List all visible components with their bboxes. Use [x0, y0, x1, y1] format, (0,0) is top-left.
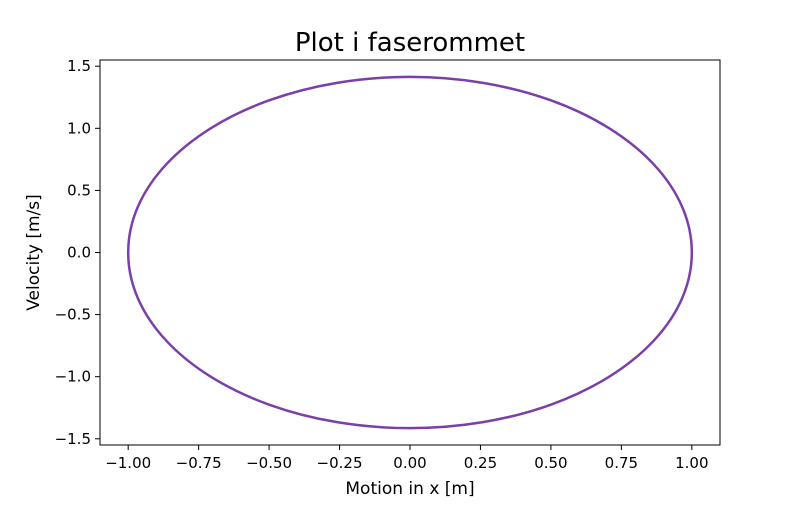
x-tick-label: −0.25	[317, 454, 363, 472]
y-tick-label: 0.0	[67, 244, 91, 262]
y-tick-label: 1.0	[67, 119, 91, 137]
x-tick-label: 0.00	[393, 454, 426, 472]
series-layer	[126, 75, 694, 430]
chart-title: Plot i faserommet	[295, 28, 525, 58]
y-axis-ticks: −1.5 −1.0 −0.5 0.0 0.5 1.0 1.5	[55, 57, 100, 448]
y-tick-label: −0.5	[55, 306, 91, 324]
y-tick-label: 0.5	[67, 181, 91, 199]
y-tick-label: 1.5	[67, 57, 91, 75]
x-tick-label: −0.75	[176, 454, 222, 472]
x-axis-ticks: −1.00 −0.75 −0.50 −0.25 0.00 0.25 0.50 0.75 1.00	[105, 445, 709, 472]
x-tick-label: −1.00	[105, 454, 151, 472]
series-line-0	[126, 75, 694, 430]
plot-frame	[99, 59, 721, 446]
x-tick-label: −0.50	[246, 454, 292, 472]
x-tick-label: 0.50	[534, 454, 567, 472]
y-tick-label: −1.0	[55, 368, 91, 386]
x-axis-label: Motion in x [m]	[345, 479, 474, 499]
y-axis-label: Velocity [m/s]	[24, 194, 44, 311]
x-tick-label: 1.00	[675, 454, 708, 472]
y-tick-label: −1.5	[55, 430, 91, 448]
x-tick-label: 0.75	[605, 454, 638, 472]
x-tick-label: 0.25	[464, 454, 497, 472]
